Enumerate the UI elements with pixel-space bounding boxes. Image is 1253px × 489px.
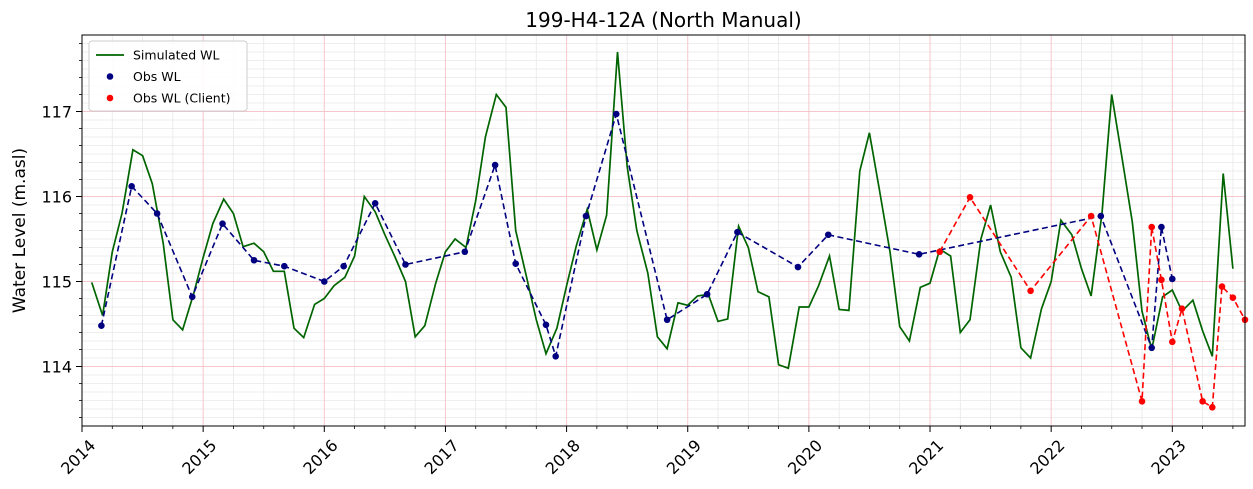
- data-point: [1208, 404, 1216, 411]
- data-point: [1138, 398, 1146, 405]
- data-point: [1169, 338, 1176, 346]
- data-point: [1199, 398, 1206, 405]
- legend-label: Obs WL: [133, 69, 181, 84]
- data-point: [1087, 212, 1095, 220]
- data-point: [461, 248, 469, 256]
- chart-title: 199-H4-12A (North Manual): [525, 8, 801, 32]
- y-tick-label: 117: [41, 103, 72, 122]
- x-tick-label: 2019: [663, 436, 705, 478]
- y-axis: 114 115 116 117: [41, 43, 82, 418]
- data-point: [552, 353, 559, 360]
- y-tick-label: 115: [41, 273, 72, 292]
- data-point: [1158, 276, 1165, 284]
- data-point: [542, 321, 550, 329]
- legend-marker-swatch: [106, 94, 114, 102]
- series-line-1: [100, 111, 1174, 360]
- x-tick-label: 2020: [784, 436, 826, 478]
- data-point: [128, 183, 135, 190]
- data-point: [1097, 212, 1105, 220]
- data-point: [340, 262, 347, 270]
- x-tick-label: 2014: [57, 436, 99, 478]
- x-tick-label: 2023: [1147, 436, 1189, 478]
- data-point: [703, 290, 711, 298]
- data-point: [512, 260, 520, 267]
- x-tick-label: 2016: [299, 436, 341, 478]
- data-point: [915, 251, 923, 258]
- legend-label: Obs WL (Client): [133, 91, 231, 106]
- data-point: [281, 262, 288, 270]
- data-point: [153, 210, 161, 217]
- x-tick-label: 2022: [1026, 436, 1068, 478]
- series-line-0: [90, 51, 1234, 370]
- data-point: [1218, 283, 1226, 290]
- data-point: [1169, 275, 1176, 283]
- data-point: [936, 248, 944, 256]
- data-point: [1027, 287, 1034, 295]
- data-point: [1158, 223, 1165, 231]
- series-line-2: [939, 195, 1246, 409]
- data-point: [371, 200, 379, 207]
- data-point: [219, 220, 226, 227]
- x-tick-label: 2015: [178, 436, 220, 478]
- x-tick-label: 2018: [542, 436, 584, 478]
- data-point: [794, 263, 802, 271]
- data-point: [98, 322, 105, 330]
- legend-label: Simulated WL: [133, 48, 219, 63]
- data-point: [320, 278, 328, 285]
- legend: Simulated WL Obs WL Obs WL (Client): [88, 40, 248, 112]
- legend-marker-swatch: [106, 73, 114, 80]
- data-point: [402, 261, 409, 268]
- data-point: [582, 212, 590, 220]
- x-tick-label: 2021: [905, 436, 947, 478]
- data-point: [250, 256, 258, 264]
- data-point: [966, 194, 974, 201]
- series-layer: [90, 51, 1249, 411]
- data-point: [188, 293, 196, 301]
- data-point: [1229, 294, 1237, 301]
- data-point: [612, 110, 620, 118]
- data-point: [1148, 223, 1156, 231]
- minor-grid: [82, 34, 1245, 427]
- data-point: [491, 161, 499, 169]
- y-axis-label: Water Level (m.asl): [10, 148, 30, 313]
- data-point: [1148, 344, 1156, 352]
- x-axis: 2014 2015 2016 2017 2018 2019 2020 2021 2022 2023: [57, 426, 1234, 478]
- x-tick-label: 2017: [421, 436, 463, 478]
- y-tick-label: 114: [41, 358, 72, 377]
- legend-box: [88, 40, 248, 112]
- y-tick-label: 116: [41, 188, 72, 207]
- data-point: [734, 228, 741, 236]
- data-point: [824, 231, 832, 239]
- data-point: [1178, 305, 1186, 313]
- data-point: [663, 316, 671, 324]
